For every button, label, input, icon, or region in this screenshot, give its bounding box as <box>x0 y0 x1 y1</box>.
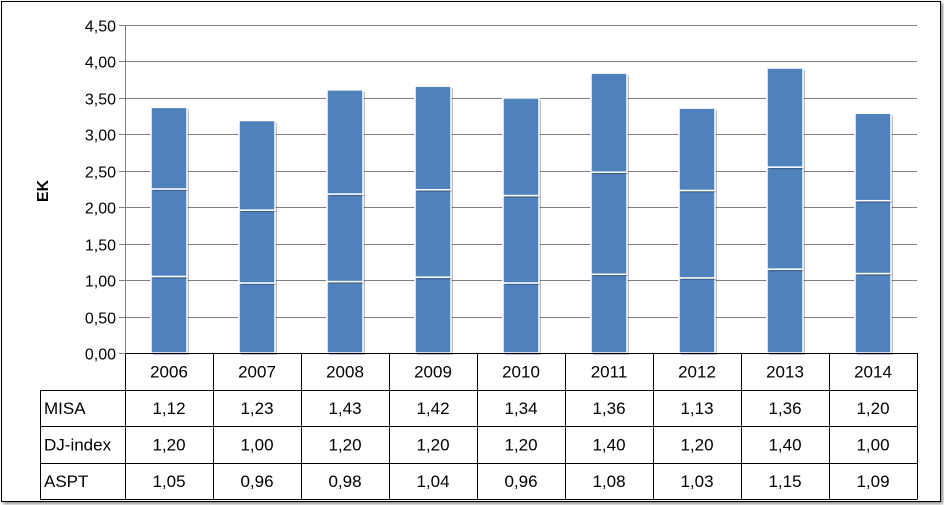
data-label: 1,40 <box>592 435 625 454</box>
bar-segment <box>326 89 364 195</box>
data-table: 2006 2007 2008 2009 2010 2011 2012 2013 2014 MISA… <box>40 353 918 500</box>
category-label: 2012 <box>678 362 716 381</box>
data-label: 1,20 <box>856 399 889 418</box>
bar-segment <box>150 275 188 354</box>
category-label: 2009 <box>414 362 452 381</box>
row-label: DJ-index <box>44 435 112 454</box>
bar-segment <box>590 72 628 173</box>
data-label: 1,42 <box>416 399 449 418</box>
data-label: 1,03 <box>680 472 713 491</box>
bar-segment <box>590 273 628 354</box>
data-label: 1,20 <box>152 435 185 454</box>
data-label: 1,12 <box>152 399 185 418</box>
bar-segment <box>414 188 452 278</box>
bar-segment <box>238 209 276 284</box>
data-label: 1,36 <box>768 399 801 418</box>
bar-segment <box>766 268 804 354</box>
data-label: 0,96 <box>504 472 537 491</box>
bar-segment <box>678 277 716 354</box>
data-label: 1,23 <box>240 399 273 418</box>
y-tick-label: 0,00 <box>85 347 116 364</box>
bar-segment <box>854 199 892 275</box>
bar-segment <box>502 97 540 197</box>
y-axis: 0,00 0,50 1,00 1,50 2,00 2,50 3,00 3,50 4,00 4,50 <box>85 19 126 364</box>
data-label: 1,34 <box>504 399 537 418</box>
row-label: MISA <box>44 399 86 418</box>
data-label: 1,20 <box>680 435 713 454</box>
category-label: 2006 <box>150 362 188 381</box>
bar-segment <box>502 282 540 354</box>
category-label: 2014 <box>854 362 892 381</box>
y-tick-label: 1,00 <box>85 274 116 291</box>
data-label: 1,05 <box>152 472 185 491</box>
data-label: 1,20 <box>504 435 537 454</box>
data-label: 1,20 <box>328 435 361 454</box>
bar-segment <box>854 272 892 354</box>
y-tick-label: 0,50 <box>85 311 116 328</box>
y-axis-label: EK <box>35 179 52 202</box>
bar-segment <box>854 112 892 202</box>
bar-segment <box>326 280 364 354</box>
bar-segment <box>150 106 188 190</box>
data-label: 1,00 <box>856 435 889 454</box>
bar-segment <box>678 189 716 279</box>
data-label: 1,09 <box>856 472 889 491</box>
category-label: 2013 <box>766 362 804 381</box>
y-tick-label: 1,50 <box>85 238 116 255</box>
data-label: 1,08 <box>592 472 625 491</box>
data-label: 1,20 <box>416 435 449 454</box>
bar-segment <box>150 188 188 278</box>
bar-segment <box>502 194 540 284</box>
bar-segment <box>766 67 804 168</box>
y-tick-label: 4,00 <box>85 55 116 72</box>
bars <box>150 67 893 355</box>
y-tick-label: 3,00 <box>85 128 116 145</box>
category-label: 2011 <box>591 362 628 381</box>
data-label: 1,13 <box>680 399 713 418</box>
category-label: 2007 <box>238 362 276 381</box>
y-tick-label: 4,50 <box>85 19 116 36</box>
bar-segment <box>414 276 452 354</box>
bar-segment <box>414 85 452 191</box>
bar-segment <box>766 166 804 270</box>
data-label: 1,40 <box>768 435 801 454</box>
data-label: 1,04 <box>416 472 449 491</box>
bar-segment <box>678 107 716 192</box>
row-label: ASPT <box>44 472 88 491</box>
data-label: 1,00 <box>240 435 273 454</box>
bar-segment <box>590 171 628 276</box>
y-tick-label: 2,50 <box>85 165 116 182</box>
bar-segment <box>238 282 276 354</box>
category-label: 2008 <box>326 362 364 381</box>
data-label: 1,36 <box>592 399 625 418</box>
bar-segment <box>326 193 364 283</box>
category-label: 2010 <box>502 362 540 381</box>
bar-segment <box>238 119 276 211</box>
data-label: 1,43 <box>328 399 361 418</box>
data-label: 1,15 <box>768 472 801 491</box>
y-tick-label: 3,50 <box>85 92 116 109</box>
data-label: 0,96 <box>240 472 273 491</box>
y-tick-label: 2,00 <box>85 201 116 218</box>
data-label: 0,98 <box>328 472 361 491</box>
